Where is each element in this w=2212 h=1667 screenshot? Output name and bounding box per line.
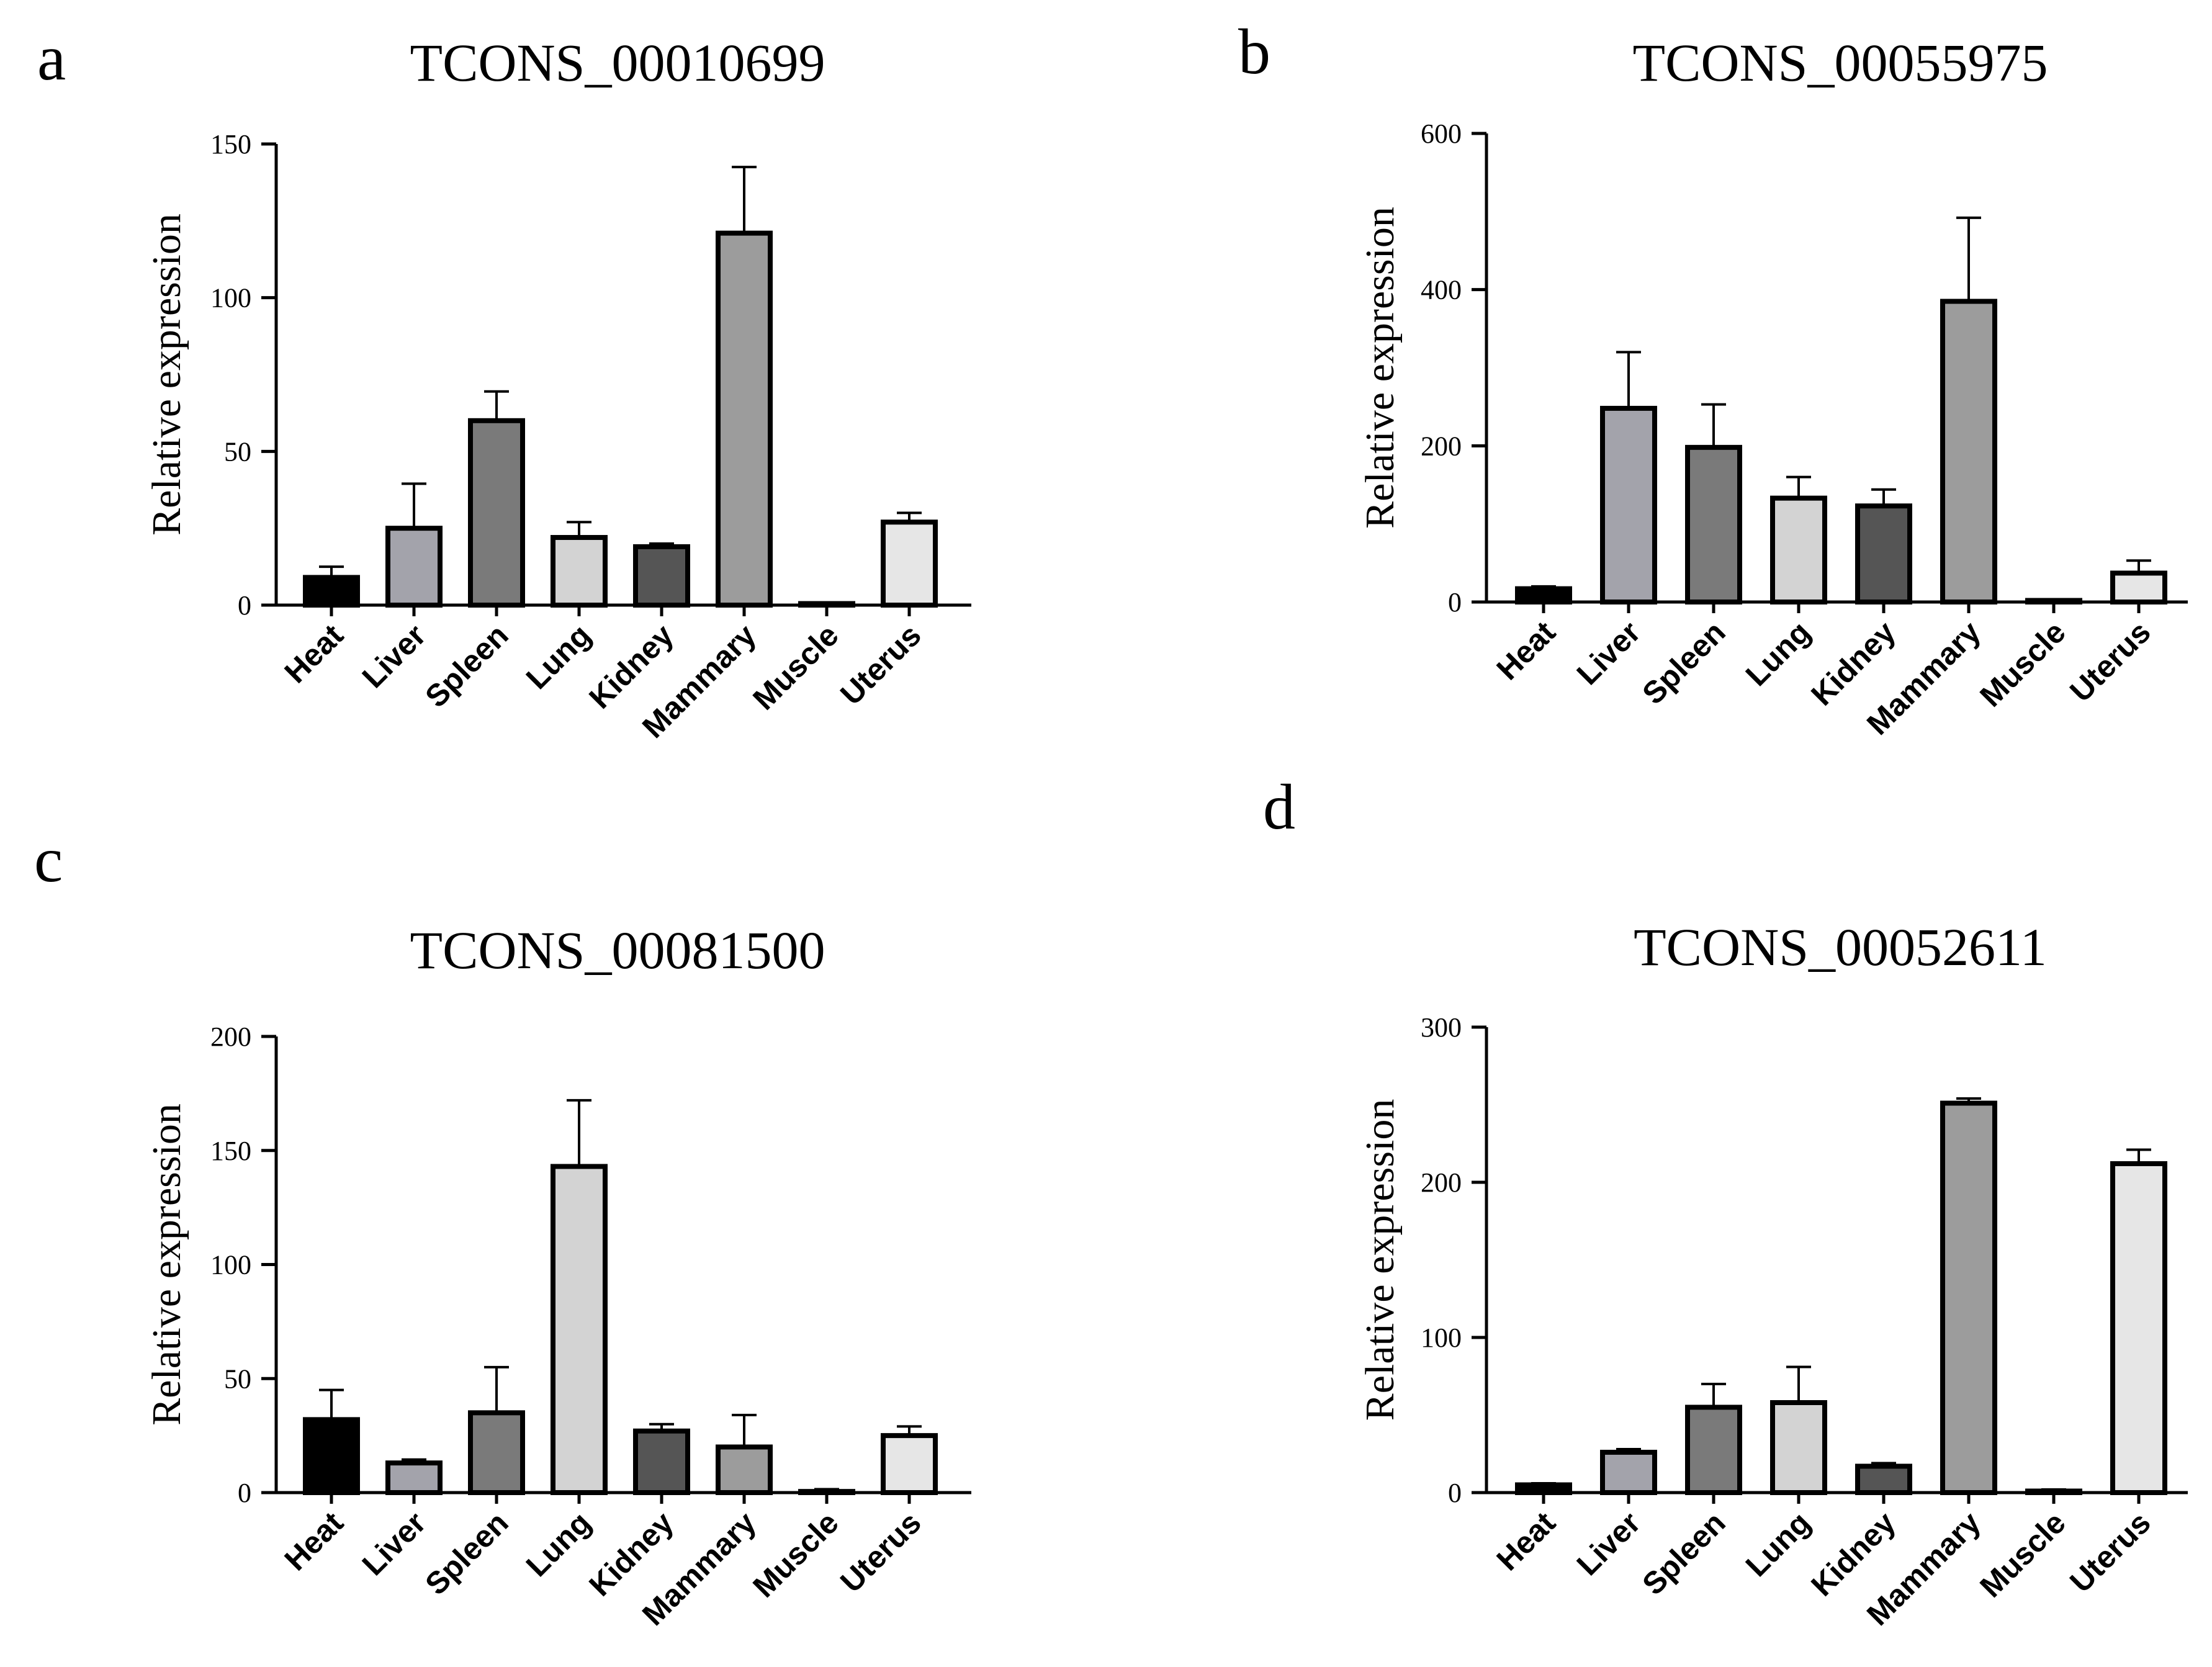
x-tick-label: Muscle	[746, 1505, 845, 1604]
y-axis-label: Relative expression	[1357, 1099, 1403, 1421]
y-axis-label: Relative expression	[144, 213, 189, 536]
x-tick-label: Spleen	[1635, 1505, 1732, 1602]
bar-uterus	[881, 519, 938, 608]
chart-title: TCONS_00010699	[410, 33, 825, 92]
bar-heat	[1515, 1482, 1572, 1495]
x-tick-label: Spleen	[418, 1505, 515, 1602]
x-tick-label: Lung	[519, 1505, 598, 1583]
bar-kidney	[633, 1428, 690, 1495]
panel-letter: c	[34, 824, 63, 896]
bar-muscle	[798, 1489, 855, 1496]
chart-title: TCONS_00052611	[1634, 917, 2047, 977]
bar-kidney	[633, 544, 690, 608]
panel-letter: b	[1238, 16, 1270, 88]
y-tick-label: 100	[1421, 1323, 1462, 1353]
y-tick-label: 400	[1421, 275, 1462, 305]
bar-liver	[1600, 405, 1657, 605]
bar-spleen	[468, 418, 525, 608]
x-tick-label: Heat	[1490, 1505, 1562, 1577]
y-tick-label: 150	[210, 129, 251, 160]
x-tick-label: Liver	[356, 618, 433, 694]
y-tick-label: 100	[210, 283, 251, 313]
bar-kidney	[1855, 503, 1912, 604]
chart-title: TCONS_00055975	[1633, 33, 2048, 92]
bar-spleen	[1685, 1404, 1742, 1495]
x-tick-label: Muscle	[1973, 614, 2072, 713]
x-tick-label: Muscle	[1973, 1505, 2072, 1604]
bar-uterus	[881, 1433, 938, 1495]
chart-panel-d: d TCONS_00052611 Relative expression 0 100 20…	[1263, 771, 2188, 1632]
y-tick-label: 300	[1421, 1012, 1462, 1043]
bar-muscle	[2025, 598, 2082, 605]
x-tick-label: Lung	[519, 618, 598, 696]
bar-mammary	[716, 230, 773, 608]
bar-kidney	[1855, 1463, 1912, 1495]
bar-uterus	[2110, 570, 2167, 604]
y-tick-label: 0	[238, 1478, 251, 1508]
y-tick-label: 150	[210, 1136, 251, 1166]
chart-panel-c: c TCONS_00081500 Relative expression 0 50 100…	[34, 824, 971, 1632]
bar-spleen	[1685, 444, 1742, 604]
y-axis-label: Relative expression	[1357, 207, 1403, 529]
x-tick-label: Liver	[356, 1505, 433, 1582]
y-tick-label: 50	[224, 436, 251, 467]
bar-lung	[551, 535, 608, 608]
bar-mammary	[1940, 299, 1997, 604]
bar-liver	[385, 526, 443, 608]
y-axis-label: Relative expression	[144, 1103, 189, 1426]
y-tick-label: 0	[238, 590, 251, 621]
x-tick-label: Uterus	[834, 618, 928, 712]
chart-panel-b: b TCONS_00055975 Relative expression 0 200 40…	[1238, 16, 2188, 742]
y-tick-label: 200	[1421, 1167, 1462, 1198]
bar-lung	[1770, 495, 1827, 604]
x-tick-label: Liver	[1570, 1505, 1647, 1582]
panel-letter: d	[1263, 771, 1295, 843]
bar-liver	[385, 1460, 443, 1496]
bar-mammary	[1940, 1100, 1997, 1495]
x-tick-label: Heat	[1490, 614, 1562, 686]
chart-title: TCONS_00081500	[410, 920, 825, 980]
y-tick-label: 0	[1448, 1478, 1462, 1508]
bar-spleen	[468, 1410, 525, 1495]
y-tick-label: 50	[224, 1364, 251, 1394]
bar-mammary	[716, 1444, 773, 1495]
x-tick-label: Spleen	[418, 618, 515, 714]
x-tick-label: Uterus	[2063, 614, 2157, 709]
y-tick-label: 600	[1421, 119, 1462, 149]
x-tick-label: Muscle	[746, 618, 845, 716]
x-tick-label: Lung	[1739, 1505, 1817, 1583]
bar-lung	[1770, 1400, 1827, 1495]
bar-uterus	[2110, 1161, 2167, 1495]
bar-lung	[551, 1164, 608, 1495]
x-tick-label: Heat	[278, 618, 350, 690]
x-tick-label: Lung	[1739, 614, 1817, 693]
x-tick-label: Heat	[278, 1505, 350, 1577]
y-tick-label: 0	[1448, 587, 1462, 618]
y-tick-label: 200	[210, 1022, 251, 1052]
bar-liver	[1600, 1450, 1657, 1495]
x-tick-label: Uterus	[2063, 1505, 2157, 1599]
bar-heat	[303, 1417, 360, 1495]
x-tick-label: Spleen	[1635, 614, 1732, 711]
y-tick-label: 200	[1421, 431, 1462, 461]
bar-heat	[303, 575, 360, 608]
bar-muscle	[798, 601, 855, 608]
x-tick-label: Uterus	[834, 1505, 928, 1599]
y-tick-label: 100	[210, 1250, 251, 1280]
panel-letter: a	[37, 22, 66, 94]
x-tick-label: Liver	[1570, 614, 1647, 691]
bar-muscle	[2025, 1488, 2082, 1495]
bar-heat	[1515, 586, 1572, 605]
chart-panel-a: a TCONS_00010699 Relative expression 0 50 100…	[37, 22, 971, 745]
